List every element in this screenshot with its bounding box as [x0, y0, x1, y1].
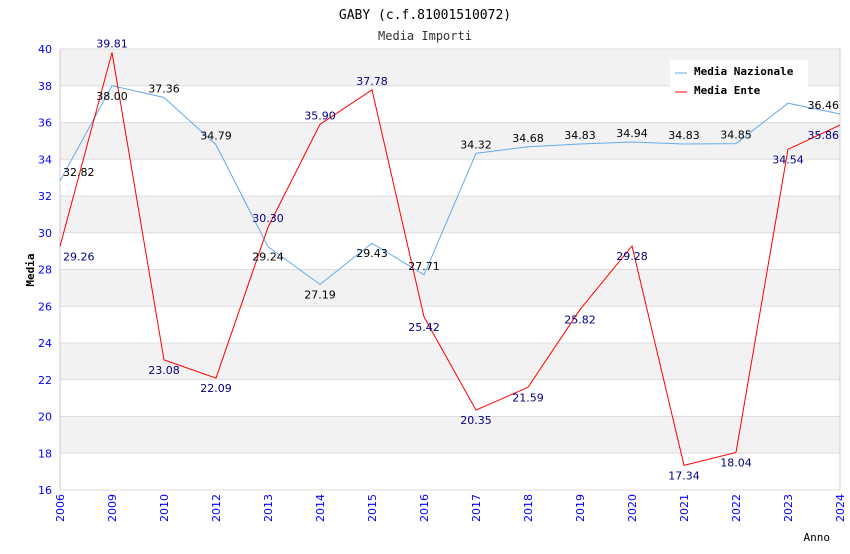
data-label-nazionale: 34.85 [720, 129, 752, 142]
data-label-ente: 17.34 [668, 469, 700, 482]
x-tick-label: 2021 [678, 494, 691, 522]
series-line-ente [59, 52, 841, 466]
y-tick-label: 22 [38, 374, 52, 387]
x-tick-label: 2016 [418, 494, 431, 522]
data-label-nazionale: 29.24 [252, 251, 284, 264]
y-tick-label: 40 [38, 43, 52, 56]
legend-label-ente: Media Ente [694, 84, 761, 97]
x-tick-label: 2015 [366, 494, 379, 522]
data-label-nazionale: 34.83 [668, 129, 700, 142]
data-label-nazionale: 34.32 [460, 138, 492, 151]
y-tick-label: 36 [38, 117, 52, 130]
data-label-ente: 34.54 [772, 153, 804, 166]
y-tick-label: 38 [38, 80, 52, 93]
y-tick-label: 18 [38, 447, 52, 460]
data-label-ente: 23.08 [148, 364, 180, 377]
x-tick-label: 2009 [106, 494, 119, 522]
x-tick-label: 2010 [158, 494, 171, 522]
x-tick-label: 2023 [782, 494, 795, 522]
data-label-nazionale: 32.82 [63, 166, 95, 179]
data-label-ente: 29.28 [616, 250, 648, 263]
data-label-nazionale: 29.43 [356, 247, 388, 260]
chart-title: GABY (c.f.81001510072) [339, 8, 511, 23]
data-label-nazionale: 34.94 [616, 127, 648, 140]
grid-band [60, 269, 840, 307]
y-tick-label: 32 [38, 190, 52, 203]
y-tick-label: 30 [38, 227, 52, 240]
x-tick-label: 2006 [54, 494, 67, 522]
data-label-nazionale: 27.71 [408, 260, 440, 273]
data-label-ente: 39.81 [96, 37, 128, 50]
y-tick-label: 16 [38, 484, 52, 497]
data-label-nazionale: 34.83 [564, 129, 596, 142]
x-tick-label: 2024 [834, 494, 847, 522]
y-tick-label: 34 [38, 153, 52, 166]
x-tick-label: 2019 [574, 494, 587, 522]
data-label-nazionale: 34.79 [200, 130, 232, 143]
data-label-ente: 22.09 [200, 382, 232, 395]
data-label-ente: 25.42 [408, 321, 440, 334]
y-tick-label: 24 [38, 337, 52, 350]
grid-band [60, 416, 840, 454]
y-tick-label: 28 [38, 264, 52, 277]
data-label-nazionale: 38.00 [96, 90, 128, 103]
grid-band [60, 343, 840, 380]
data-label-ente: 35.90 [304, 109, 336, 122]
data-label-ente: 37.78 [356, 75, 388, 88]
x-tick-label: 2022 [730, 494, 743, 522]
data-label-nazionale: 37.36 [148, 83, 180, 96]
data-label-ente: 29.26 [63, 250, 95, 263]
y-axis-label: Media [24, 253, 37, 286]
x-tick-label: 2012 [210, 494, 223, 522]
data-label-ente: 21.59 [512, 391, 544, 404]
y-tick-label: 26 [38, 300, 52, 313]
x-tick-label: 2020 [626, 494, 639, 522]
x-axis-label: Anno [804, 531, 831, 544]
chart-subtitle: Media Importi [378, 29, 472, 43]
series-line-nazionale [59, 85, 841, 286]
data-label-nazionale: 36.46 [808, 99, 840, 112]
data-label-ente: 20.35 [460, 414, 492, 427]
y-tick-label: 20 [38, 411, 52, 424]
legend-box [670, 60, 808, 100]
x-tick-label: 2013 [262, 494, 275, 522]
data-label-ente: 30.30 [252, 212, 284, 225]
x-tick-label: 2018 [522, 494, 535, 522]
data-label-ente: 18.04 [720, 457, 752, 470]
data-label-nazionale: 34.68 [512, 132, 544, 145]
x-tick-label: 2017 [470, 494, 483, 522]
grid-band [60, 122, 840, 160]
legend: Media Nazionale Media Ente [670, 60, 808, 100]
data-label-nazionale: 27.19 [304, 288, 336, 301]
data-label-ente: 25.82 [564, 314, 596, 327]
data-label-ente: 35.86 [808, 129, 840, 142]
x-tick-label: 2014 [314, 494, 327, 522]
legend-label-nazionale: Media Nazionale [694, 65, 794, 78]
